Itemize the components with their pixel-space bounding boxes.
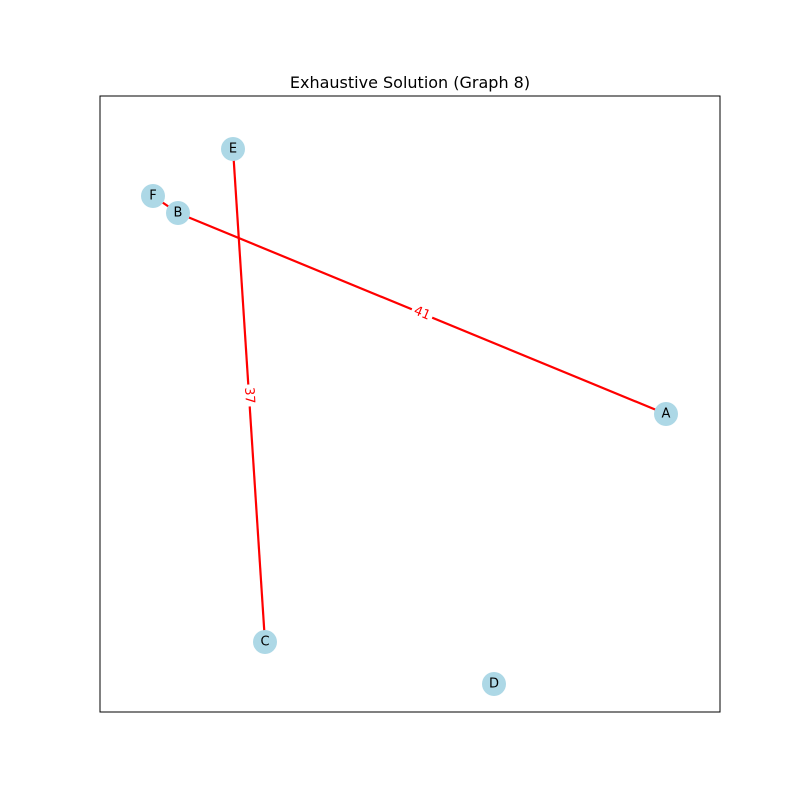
node-D [482,672,506,696]
node-label-F: F [149,189,156,204]
edge-label-E-C: 37 [239,383,259,408]
plot-frame [99,95,721,713]
figure-title: Exhaustive Solution (Graph 8) [290,73,530,92]
node-label-C: C [260,635,269,650]
edge-weight-text: 37 [241,387,257,404]
node-C [253,630,277,654]
node-label-B: B [174,206,183,221]
node-label-D: D [489,677,499,692]
edge-label-B-A: 41 [408,300,436,327]
edge-labels-layer: 41 37 [239,300,436,408]
node-E [221,137,245,161]
node-A [654,402,678,426]
node-label-A: A [662,407,671,422]
nodes-layer: A B C D E F [141,137,678,696]
node-F [141,184,165,208]
edge-weight-text: 41 [411,303,432,323]
node-label-E: E [229,142,237,157]
edge-label-background [408,300,436,327]
edge-label-background [239,383,259,408]
node-B [166,201,190,225]
